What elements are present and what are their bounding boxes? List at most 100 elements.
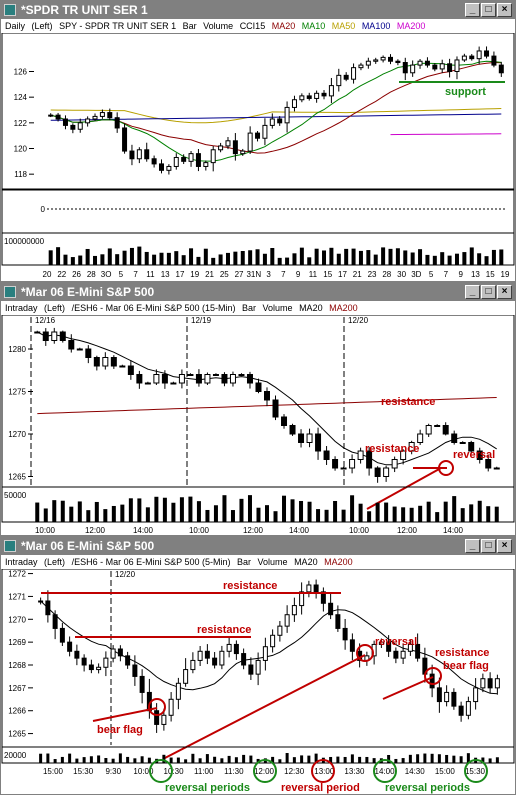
volume-bar — [392, 506, 397, 522]
candle-up — [178, 374, 185, 384]
volume-bar — [314, 753, 318, 763]
candle-up — [461, 55, 467, 61]
daily-chart-window: *SPDR TR UNIT SER 1 _ □ × Daily (Left) S… — [0, 0, 516, 282]
volume-bar — [145, 507, 150, 522]
volume-bar — [240, 251, 245, 265]
volume-bar — [162, 497, 167, 522]
x-tick-label: 30 — [397, 270, 406, 279]
maximize-button[interactable]: □ — [481, 3, 496, 17]
volume-bar — [290, 499, 295, 522]
x-tick-label: 21 — [205, 270, 214, 279]
candle-up — [102, 357, 109, 367]
x-tick-label: 19 — [190, 270, 199, 279]
x-tick-label: 11 — [146, 270, 155, 279]
close-button[interactable]: × — [497, 285, 512, 299]
candle-down — [332, 459, 339, 469]
candle-down — [320, 591, 326, 604]
x-tick-label: 28 — [87, 270, 96, 279]
x-tick-label: 14:00 — [443, 526, 464, 535]
candle-down — [74, 650, 80, 659]
volume-bar — [211, 257, 216, 265]
x-tick-label: 9 — [296, 270, 301, 279]
candle-up — [465, 701, 471, 716]
candle-down — [110, 357, 117, 367]
x-tick-label: 12:00 — [243, 526, 264, 535]
candle-up — [476, 50, 482, 60]
close-button[interactable]: × — [497, 539, 512, 553]
legend-side: (Left) — [44, 557, 66, 567]
candle-down — [255, 382, 262, 392]
reversal-period-circle — [311, 759, 335, 783]
volume-bar — [60, 500, 65, 522]
candle-down — [81, 657, 87, 666]
volume-bar — [162, 754, 166, 763]
volume-tick-label: 100000000 — [4, 237, 45, 246]
candle-up — [444, 691, 450, 703]
candle-down — [328, 602, 334, 616]
legend-ma200: MA200 — [329, 303, 358, 313]
window-titlebar[interactable]: *Mar 06 E-Mini S&P 500 _ □ × — [1, 537, 515, 555]
volume-bar — [401, 758, 405, 763]
reversal-period-circle — [373, 759, 397, 783]
volume-bar — [324, 509, 329, 522]
volume-bar — [410, 252, 415, 265]
volume-bar — [213, 505, 218, 522]
volume-bar — [491, 249, 496, 265]
candle-down — [129, 150, 135, 160]
candle-down — [424, 60, 430, 66]
candle-down — [159, 163, 164, 171]
maximize-button[interactable]: □ — [481, 539, 496, 553]
volume-bar — [336, 756, 340, 763]
x-tick-label: 28 — [382, 270, 391, 279]
volume-bar — [435, 512, 440, 522]
price-tick-label: 1265 — [8, 473, 26, 482]
candle-up — [493, 467, 500, 470]
volume-bar — [477, 253, 482, 265]
reversal-period-label-mid: reversal period — [281, 782, 360, 794]
window-titlebar[interactable]: *SPDR TR UNIT SER 1 _ □ × — [1, 1, 515, 19]
x-tick-label: 13 — [161, 270, 170, 279]
bear-flag-line-left — [92, 707, 158, 722]
candle-down — [313, 584, 319, 593]
candle-up — [494, 678, 500, 689]
volume-bar — [128, 498, 133, 522]
volume-bar — [176, 757, 180, 763]
volume-bar — [189, 248, 194, 265]
reversal-period-circle — [149, 759, 173, 783]
bear-flag-line-right — [382, 676, 434, 700]
candle-down — [232, 140, 238, 155]
window-titlebar[interactable]: *Mar 06 E-Mini S&P 500 _ □ × — [1, 283, 515, 301]
chart-legend: Daily (Left) SPY - SPDR TR UNIT SER 1 Ba… — [5, 21, 429, 33]
candle-down — [393, 650, 399, 659]
x-tick-label: 10:30 — [164, 767, 185, 776]
close-button[interactable]: × — [497, 3, 512, 17]
date-marker-label: 12/19 — [191, 316, 212, 325]
volume-bar — [203, 248, 208, 265]
candle-down — [402, 62, 408, 74]
candle-down — [45, 600, 51, 616]
candle-up — [459, 442, 466, 444]
reversal-period-circle — [253, 759, 277, 783]
legend-cci: CCI15 — [239, 21, 266, 31]
maximize-button[interactable]: □ — [481, 285, 496, 299]
candle-up — [439, 63, 445, 70]
candle-up — [247, 132, 253, 152]
candle-up — [240, 150, 246, 155]
candle-down — [342, 627, 348, 641]
candle-up — [255, 659, 261, 675]
minimize-button[interactable]: _ — [465, 539, 480, 553]
legend-ma100: MA100 — [361, 21, 391, 31]
window-title: *SPDR TR UNIT SER 1 — [21, 3, 148, 17]
volume-bar — [329, 247, 334, 265]
candle-down — [195, 374, 202, 384]
candle-down — [255, 132, 261, 139]
volume-bar — [166, 252, 171, 265]
volume-bar — [447, 255, 452, 265]
minimize-button[interactable]: _ — [465, 285, 480, 299]
price-tick-label: 1272 — [8, 570, 26, 579]
volume-bar — [373, 254, 378, 265]
x-tick-label: 27 — [235, 270, 244, 279]
resistance-label-right: resistance — [435, 647, 489, 659]
candle-up — [351, 67, 357, 80]
minimize-button[interactable]: _ — [465, 3, 480, 17]
